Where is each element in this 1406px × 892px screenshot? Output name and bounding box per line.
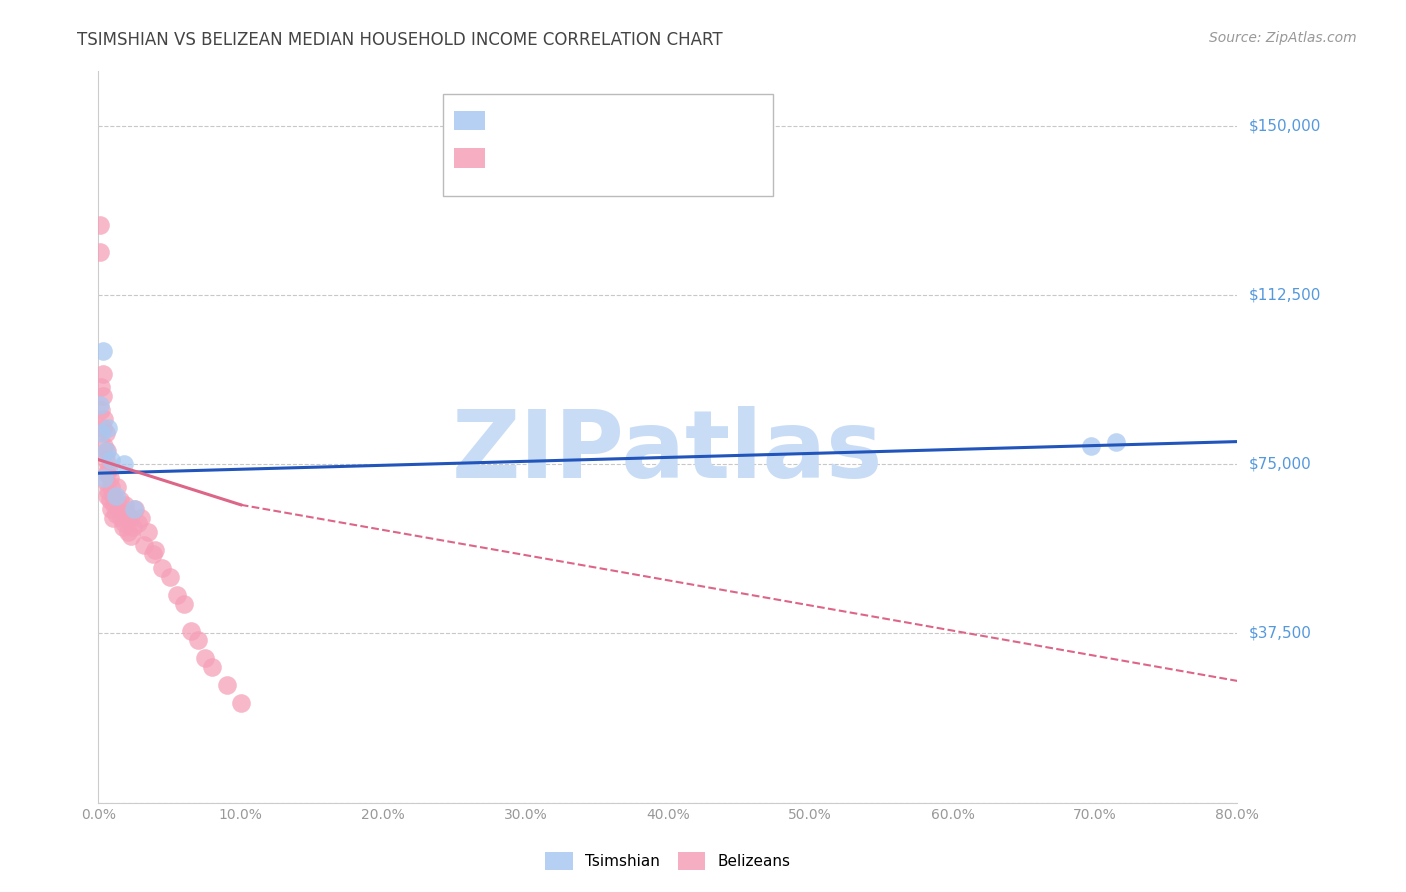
Point bbox=[93, 412, 115, 426]
Point bbox=[93, 471, 115, 485]
Point bbox=[112, 516, 135, 530]
Text: 15: 15 bbox=[682, 112, 707, 129]
Point bbox=[108, 493, 131, 508]
Text: ZIPatlas: ZIPatlas bbox=[453, 406, 883, 498]
Point bbox=[124, 502, 146, 516]
Point bbox=[98, 493, 121, 508]
Point bbox=[96, 466, 118, 480]
Text: N =: N = bbox=[628, 149, 665, 167]
Point bbox=[107, 498, 129, 512]
Point bbox=[90, 425, 112, 440]
Point bbox=[91, 367, 114, 381]
Point bbox=[100, 502, 122, 516]
Point bbox=[97, 461, 120, 475]
Text: 0.148: 0.148 bbox=[553, 112, 621, 129]
Point bbox=[166, 588, 188, 602]
Point bbox=[94, 475, 117, 490]
Point bbox=[100, 480, 122, 494]
Point bbox=[1105, 434, 1128, 449]
Point bbox=[90, 403, 112, 417]
Point bbox=[111, 520, 134, 534]
Point bbox=[112, 457, 135, 471]
Point bbox=[91, 389, 114, 403]
Text: $150,000: $150,000 bbox=[1249, 118, 1320, 133]
Point bbox=[94, 425, 117, 440]
Point bbox=[145, 543, 167, 558]
Text: $75,000: $75,000 bbox=[1249, 457, 1312, 472]
Point bbox=[229, 697, 252, 711]
Point bbox=[159, 570, 181, 584]
Text: -0.094: -0.094 bbox=[553, 149, 617, 167]
Point bbox=[152, 561, 174, 575]
Point bbox=[180, 624, 202, 639]
Point bbox=[103, 498, 125, 512]
Point bbox=[96, 489, 118, 503]
Point bbox=[97, 421, 120, 435]
Point bbox=[96, 443, 118, 458]
Text: R =: R = bbox=[499, 112, 536, 129]
Legend: Tsimshian, Belizeans: Tsimshian, Belizeans bbox=[538, 846, 797, 876]
Point bbox=[110, 511, 132, 525]
Point bbox=[90, 380, 112, 394]
Point bbox=[215, 678, 238, 692]
Point bbox=[104, 507, 127, 521]
Point bbox=[93, 439, 115, 453]
Point bbox=[173, 597, 195, 611]
Point bbox=[91, 421, 114, 435]
Point bbox=[104, 489, 127, 503]
Point bbox=[136, 524, 159, 539]
Text: TSIMSHIAN VS BELIZEAN MEDIAN HOUSEHOLD INCOME CORRELATION CHART: TSIMSHIAN VS BELIZEAN MEDIAN HOUSEHOLD I… bbox=[77, 31, 723, 49]
Point bbox=[117, 524, 139, 539]
Point bbox=[115, 507, 138, 521]
Text: R =: R = bbox=[499, 149, 536, 167]
Point bbox=[118, 511, 141, 525]
Point bbox=[122, 502, 145, 516]
Point bbox=[120, 529, 142, 543]
Text: $112,500: $112,500 bbox=[1249, 287, 1320, 302]
Point bbox=[129, 511, 152, 525]
Text: 54: 54 bbox=[682, 149, 707, 167]
Point bbox=[97, 484, 120, 499]
Point bbox=[98, 471, 121, 485]
Point bbox=[89, 244, 111, 259]
Point bbox=[127, 516, 149, 530]
Point bbox=[101, 489, 124, 503]
Point bbox=[1080, 439, 1102, 453]
Text: $37,500: $37,500 bbox=[1249, 626, 1312, 641]
Point bbox=[89, 399, 111, 413]
Point bbox=[100, 452, 122, 467]
Point bbox=[94, 443, 117, 458]
Point bbox=[105, 480, 128, 494]
Point bbox=[187, 633, 209, 648]
Point bbox=[89, 218, 111, 232]
Text: N =: N = bbox=[628, 112, 665, 129]
Point bbox=[201, 660, 224, 674]
Point bbox=[194, 651, 217, 665]
Point bbox=[141, 548, 163, 562]
Point bbox=[132, 538, 155, 552]
Point bbox=[91, 344, 114, 359]
Point bbox=[94, 452, 117, 467]
Point bbox=[114, 498, 136, 512]
Point bbox=[101, 511, 124, 525]
Text: Source: ZipAtlas.com: Source: ZipAtlas.com bbox=[1209, 31, 1357, 45]
Point bbox=[121, 520, 143, 534]
